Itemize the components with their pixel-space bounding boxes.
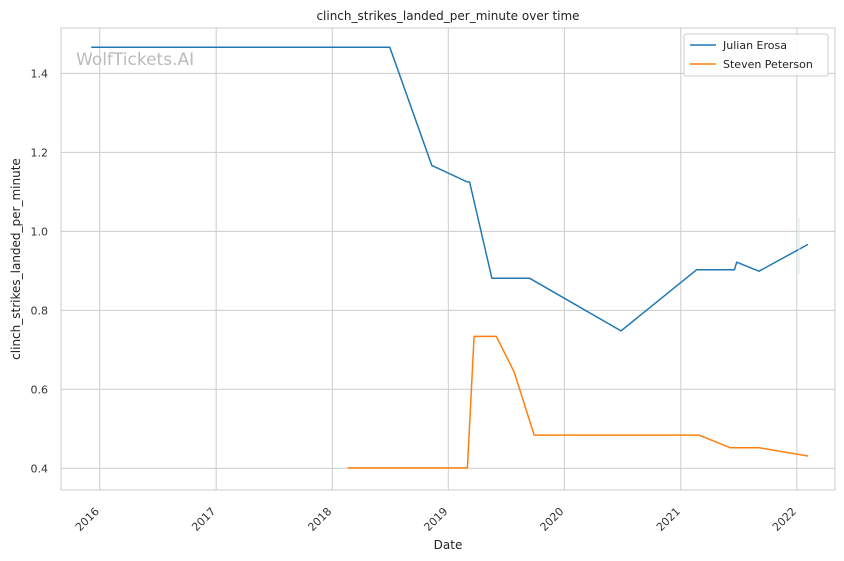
y-tick-label: 0.8 bbox=[31, 304, 49, 317]
series-layer bbox=[91, 46, 809, 469]
series-line-julian-erosa bbox=[91, 46, 809, 332]
x-axis-ticks: 2016 2017 2018 2019 2020 2021 2022 bbox=[73, 505, 799, 534]
legend-box bbox=[683, 33, 829, 77]
y-tick-label: 1.4 bbox=[31, 67, 49, 80]
x-tick-label: 2021 bbox=[654, 505, 683, 534]
x-tick-label: 2018 bbox=[305, 505, 334, 534]
x-tick-label: 2022 bbox=[770, 505, 799, 534]
y-tick-label: 0.4 bbox=[31, 462, 49, 475]
x-tick-label: 2017 bbox=[189, 505, 218, 534]
x-tick-label: 2016 bbox=[73, 505, 102, 534]
watermark: WolfTickets.AI bbox=[76, 50, 194, 70]
legend-label-steven-peterson: Steven Peterson bbox=[723, 58, 813, 71]
series-line-steven-peterson bbox=[347, 335, 809, 469]
x-axis-label: Date bbox=[434, 538, 463, 552]
y-axis-ticks: 0.4 0.6 0.8 1.0 1.2 1.4 bbox=[31, 67, 49, 475]
grid-lines bbox=[61, 28, 835, 490]
y-axis-label: clinch_strikes_landed_per_minute bbox=[9, 158, 23, 360]
y-tick-label: 1.2 bbox=[31, 146, 49, 159]
y-tick-label: 1.0 bbox=[31, 225, 49, 238]
chart-title: clinch_strikes_landed_per_minute over ti… bbox=[316, 9, 579, 23]
x-tick-label: 2019 bbox=[421, 505, 450, 534]
y-tick-label: 0.6 bbox=[31, 383, 49, 396]
plot-frame bbox=[60, 27, 836, 491]
legend: Julian Erosa Steven Peterson bbox=[683, 33, 829, 77]
x-tick-label: 2020 bbox=[538, 505, 567, 534]
legend-label-julian-erosa: Julian Erosa bbox=[722, 39, 787, 52]
